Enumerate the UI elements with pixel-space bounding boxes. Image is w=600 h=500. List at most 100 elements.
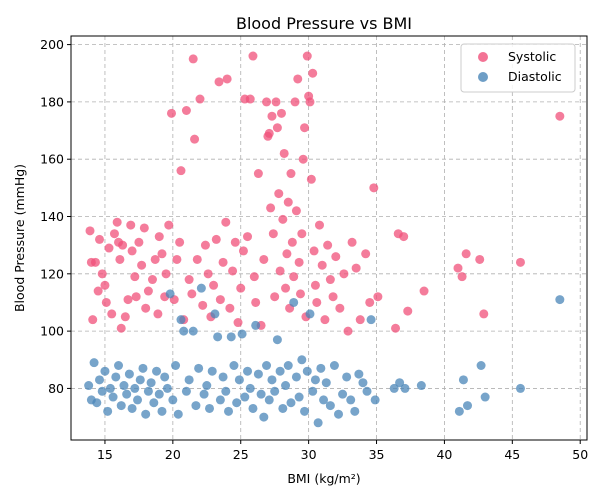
systolic-point (153, 309, 163, 319)
systolic-point (320, 315, 330, 325)
systolic-point (222, 74, 232, 84)
diastolic-point (283, 361, 293, 371)
systolic-point (323, 240, 333, 250)
diastolic-point (108, 392, 118, 402)
systolic-point (218, 257, 228, 267)
systolic-point (283, 197, 293, 207)
systolic-point (112, 217, 122, 227)
systolic-point (259, 254, 269, 264)
x-tick-label: 40 (436, 447, 452, 462)
diastolic-point (256, 389, 266, 399)
x-tick-label: 15 (97, 447, 113, 462)
systolic-point (209, 280, 219, 290)
diastolic-point (354, 369, 364, 379)
diastolic-point (160, 372, 170, 382)
diastolic-point (149, 398, 159, 408)
y-tick-label: 80 (48, 381, 64, 396)
diastolic-point (305, 309, 315, 319)
systolic-point (245, 94, 255, 104)
systolic-point (268, 229, 278, 239)
systolic-point (195, 94, 205, 104)
diastolic-point (291, 372, 301, 382)
diastolic-point (289, 297, 299, 307)
diastolic-point (143, 386, 153, 396)
systolic-point (343, 326, 353, 336)
systolic-point (293, 74, 303, 84)
systolic-point (355, 315, 365, 325)
diastolic-point (267, 375, 277, 385)
diastolic-point (133, 395, 143, 405)
systolic-point (361, 249, 371, 259)
systolic-point (139, 223, 149, 233)
diastolic-point (240, 392, 250, 402)
diastolic-point (400, 383, 410, 393)
systolic-point (271, 97, 281, 107)
diastolic-point (294, 392, 304, 402)
systolic-point (276, 108, 286, 118)
diastolic-point (458, 375, 468, 385)
diastolic-point (515, 383, 525, 393)
systolic-point (157, 249, 167, 259)
diastolic-point (119, 381, 129, 391)
systolic-point (172, 254, 182, 264)
diastolic-point (154, 389, 164, 399)
systolic-point (335, 303, 345, 313)
systolic-point (325, 275, 335, 285)
diastolic-point (173, 409, 183, 419)
diastolic-point (370, 395, 380, 405)
diastolic-point (213, 332, 223, 342)
diastolic-point (92, 398, 102, 408)
systolic-point (399, 232, 409, 242)
systolic-point (176, 166, 186, 176)
diastolic-point (342, 372, 352, 382)
systolic-point (461, 249, 471, 259)
systolic-point (233, 318, 243, 328)
systolic-point (555, 111, 565, 121)
systolic-point (175, 237, 185, 247)
diastolic-point (226, 332, 236, 342)
systolic-point (264, 128, 274, 138)
systolic-point (126, 220, 136, 230)
diastolic-point (194, 363, 204, 373)
diastolic-point (262, 361, 272, 371)
systolic-point (279, 148, 289, 158)
x-tick-label: 20 (165, 447, 181, 462)
diastolic-point (346, 395, 356, 405)
y-tick-label: 160 (40, 152, 64, 167)
systolic-point (270, 292, 280, 302)
diastolic-point (237, 329, 247, 339)
systolic-point (134, 237, 144, 247)
x-tick-label: 50 (572, 447, 588, 462)
systolic-point (238, 246, 248, 256)
diastolic-point (286, 398, 296, 408)
systolic-point (290, 97, 300, 107)
diastolic-point (210, 309, 220, 319)
systolic-point (228, 266, 238, 276)
systolic-point (190, 134, 200, 144)
x-axis-label: BMI (kg/m²) (287, 471, 360, 486)
systolic-point (365, 297, 375, 307)
diastolic-point (454, 406, 464, 416)
diastolic-point (243, 366, 253, 376)
systolic-point (221, 217, 231, 227)
systolic-point (249, 272, 259, 282)
systolic-point (248, 51, 258, 61)
x-tick-label: 45 (504, 447, 520, 462)
diastolic-point (476, 361, 486, 371)
diastolic-point (165, 289, 175, 299)
diastolic-point (184, 375, 194, 385)
legend-box (460, 43, 576, 93)
systolic-point (97, 269, 107, 279)
diastolic-point (264, 395, 274, 405)
diastolic-point (97, 386, 107, 396)
diastolic-point (181, 386, 191, 396)
y-tick-label: 200 (40, 37, 64, 52)
systolic-point (289, 272, 299, 282)
diastolic-point (171, 361, 181, 371)
y-tick-label: 120 (40, 266, 64, 281)
systolic-point (118, 240, 128, 250)
diastolic-point (251, 320, 261, 330)
diastolic-point (232, 398, 242, 408)
systolic-point (93, 286, 103, 296)
